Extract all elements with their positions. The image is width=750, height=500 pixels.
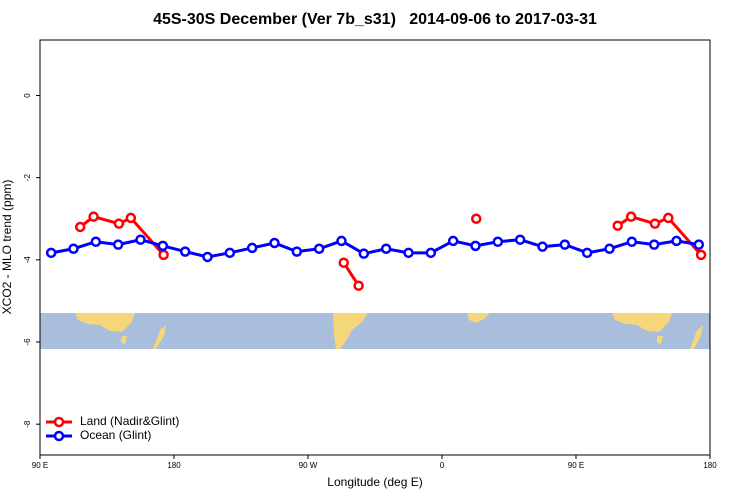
data-point	[626, 236, 638, 247]
x-tick-label: 0	[440, 461, 445, 470]
data-point	[663, 212, 674, 224]
data-point	[202, 251, 213, 263]
x-tick-label: 180	[167, 461, 181, 470]
data-point	[125, 212, 137, 224]
data-point	[157, 240, 169, 252]
data-point	[68, 243, 79, 254]
data-point	[649, 218, 661, 229]
data-point	[246, 242, 258, 254]
data-point	[269, 237, 280, 249]
series-line	[50, 238, 700, 259]
data-point	[380, 243, 392, 254]
data-point	[470, 213, 482, 224]
ocean-map	[40, 313, 710, 349]
data-point	[90, 236, 102, 247]
data-point	[353, 280, 364, 291]
data-point	[425, 247, 437, 259]
land-map	[690, 325, 703, 349]
data-point	[581, 247, 593, 259]
data-point	[470, 240, 481, 252]
y-tick-label: -6	[23, 338, 32, 346]
data-point	[403, 247, 414, 259]
y-axis-label: XCO2 - MLO trend (ppm)	[0, 180, 14, 315]
data-point	[88, 211, 99, 222]
data-point	[695, 249, 707, 261]
data-point	[45, 247, 57, 259]
data-point	[74, 221, 86, 233]
x-tick-label: 180	[703, 461, 717, 470]
land-map	[121, 336, 127, 344]
data-point	[671, 235, 682, 247]
x-tick-label: 90 W	[299, 461, 318, 470]
chart-title: 45S-30S December (Ver 7b_s31) 2014-09-06…	[153, 11, 597, 28]
data-point	[358, 248, 370, 259]
y-tick-label: 0	[23, 93, 32, 98]
y-tick-label: -4	[23, 256, 32, 264]
data-point	[135, 234, 146, 245]
data-point	[514, 234, 526, 245]
land-map	[75, 313, 135, 332]
y-tick-label: -8	[23, 420, 32, 428]
data-point	[492, 236, 504, 247]
data-point	[693, 239, 705, 250]
data-point	[179, 246, 191, 257]
plot-frame	[39, 39, 711, 456]
legend-marker	[53, 430, 65, 442]
land-map	[467, 313, 490, 323]
legend-label: Ocean (Glint)	[80, 428, 151, 442]
legend-marker	[53, 416, 65, 428]
data-point	[158, 249, 169, 261]
map-background	[40, 313, 710, 349]
x-tick-label: 90 E	[32, 461, 48, 470]
data-point	[291, 246, 303, 257]
data-point	[336, 235, 347, 247]
data-point	[313, 243, 325, 254]
data-point	[447, 235, 459, 247]
data-point	[612, 220, 623, 231]
data-point	[224, 247, 236, 259]
data-point	[537, 241, 548, 252]
data-point	[338, 257, 349, 268]
data-point	[113, 218, 125, 229]
data-point	[604, 243, 615, 254]
data-point	[559, 239, 571, 250]
land-map	[657, 336, 663, 344]
data-point	[112, 239, 124, 250]
land-map	[153, 325, 166, 349]
land-map	[333, 313, 368, 349]
data-point	[648, 239, 660, 250]
land-map	[612, 313, 672, 332]
x-tick-label: 90 E	[568, 461, 584, 470]
x-axis-label: Longitude (deg E)	[327, 475, 422, 489]
legend-label: Land (Nadir&Glint)	[80, 414, 179, 428]
y-tick-label: -2	[23, 174, 32, 182]
data-point	[625, 211, 637, 222]
